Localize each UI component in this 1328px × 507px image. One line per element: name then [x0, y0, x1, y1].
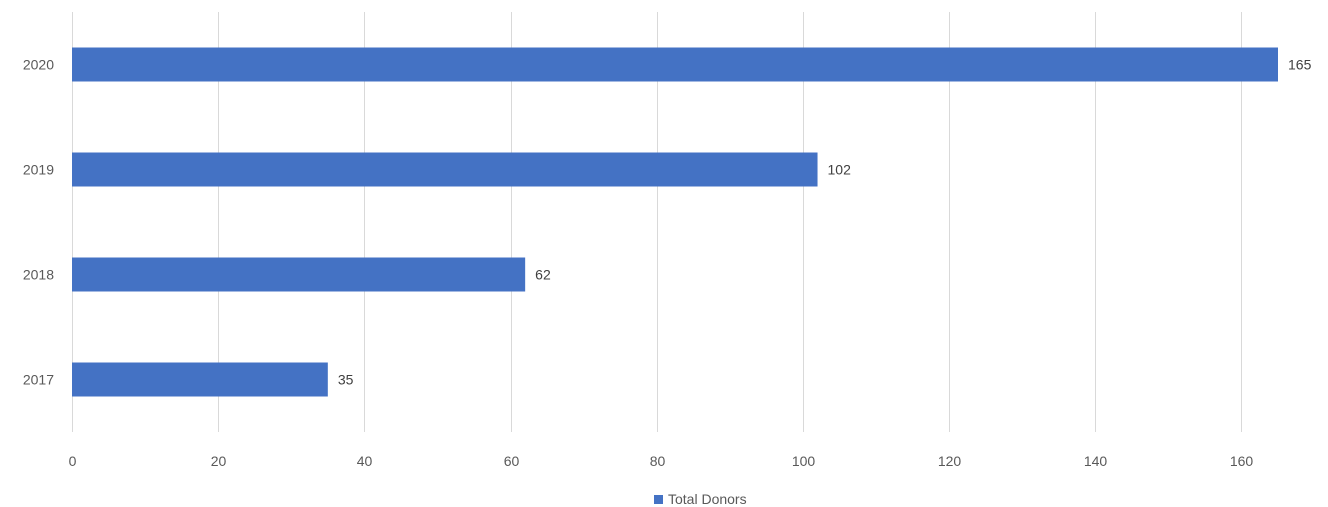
- bar-2017: [72, 362, 328, 397]
- bar-2018: [72, 257, 526, 292]
- x-tick-label: 160: [1230, 453, 1254, 469]
- y-category-label-2019: 2019: [23, 162, 54, 178]
- legend-label: Total Donors: [668, 491, 747, 507]
- legend-swatch: [654, 495, 663, 504]
- bar-2019: [72, 152, 818, 187]
- bar-2020: [72, 47, 1278, 82]
- gridlines: [72, 12, 1242, 432]
- x-axis-ticks: 0 20 40 60 80 100 120 140 160: [69, 453, 1254, 469]
- y-category-label-2018: 2018: [23, 267, 54, 283]
- data-label-2020: 165: [1288, 57, 1312, 73]
- x-tick-label: 60: [504, 453, 520, 469]
- data-label-2018: 62: [535, 267, 551, 283]
- x-tick-label: 80: [650, 453, 666, 469]
- x-tick-label: 0: [69, 453, 77, 469]
- x-tick-label: 140: [1084, 453, 1108, 469]
- y-category-label-2017: 2017: [23, 372, 54, 388]
- bar-group: 35 62 102 165: [72, 47, 1312, 397]
- y-category-label-2020: 2020: [23, 57, 54, 73]
- x-tick-label: 40: [357, 453, 373, 469]
- x-tick-label: 120: [938, 453, 962, 469]
- y-axis-categories: 2017 2018 2019 2020: [23, 57, 54, 388]
- data-label-2019: 102: [828, 162, 852, 178]
- x-tick-label: 100: [792, 453, 816, 469]
- x-tick-label: 20: [211, 453, 227, 469]
- data-label-2017: 35: [338, 372, 354, 388]
- legend: Total Donors: [654, 491, 747, 507]
